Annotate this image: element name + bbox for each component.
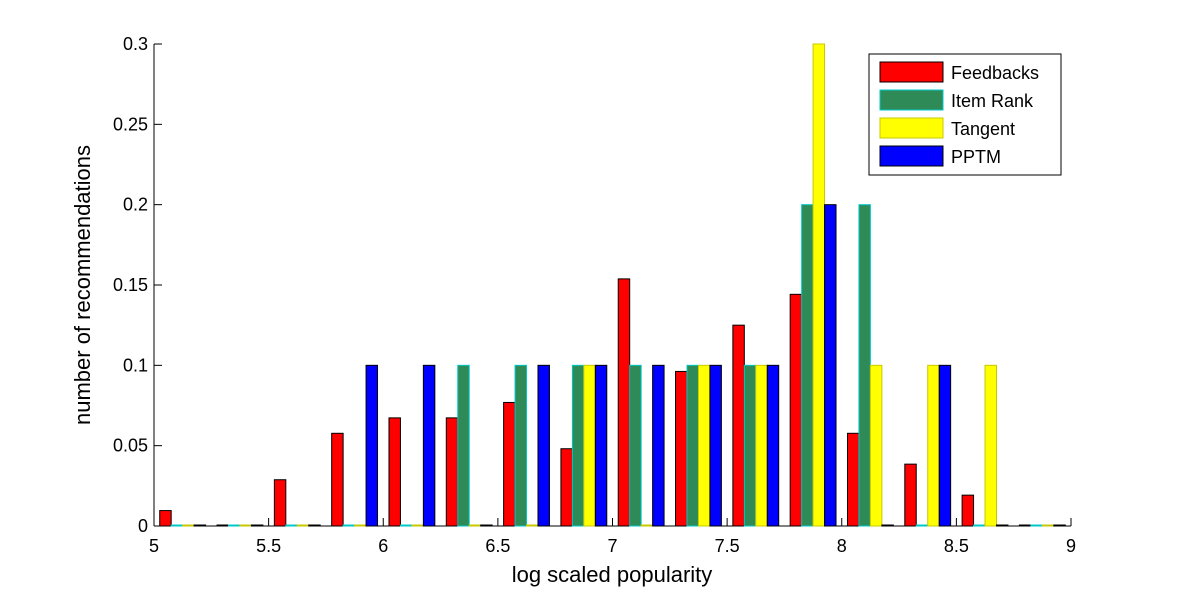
- bar-pptm-3: [365, 364, 379, 527]
- x-tick-label: 6: [378, 536, 388, 556]
- x-tick-label: 8: [837, 536, 847, 556]
- bar-feedbacks-8: [617, 278, 631, 527]
- bar-feedbacks-4: [388, 417, 401, 527]
- bar-tangent-14: [984, 364, 997, 527]
- bar-pptm-5: [480, 524, 493, 527]
- bar-item-rank-12: [858, 204, 871, 527]
- legend-label-item-rank: Item Rank: [951, 91, 1034, 111]
- bar-tangent-3: [354, 524, 367, 527]
- bar-feedbacks-1: [216, 524, 229, 527]
- bar-tangent-9: [697, 364, 711, 527]
- bar-feedbacks-2: [273, 479, 287, 527]
- bar-item-rank-11: [801, 204, 814, 527]
- bar-tangent-8: [640, 524, 654, 527]
- bar-feedbacks-6: [503, 401, 516, 527]
- legend-swatch-tangent: [879, 117, 944, 139]
- bar-item-rank-0: [170, 524, 184, 527]
- legend-swatch-feedbacks: [879, 61, 944, 83]
- bar-item-rank-6: [514, 364, 528, 527]
- bar-item-rank-4: [399, 524, 413, 527]
- bar-pptm-13: [938, 364, 952, 527]
- bar-item-rank-8: [629, 364, 642, 527]
- bar-tangent-4: [411, 524, 424, 527]
- bar-feedbacks-13: [904, 463, 917, 527]
- bar-pptm-14: [995, 524, 1009, 527]
- legend-label-pptm: PPTM: [951, 147, 1001, 167]
- x-axis-title: log scaled popularity: [512, 562, 713, 587]
- bar-tangent-12: [869, 364, 883, 527]
- y-ticks: 0 0.05 0.1 0.15 0.2 0.25 0.3: [113, 34, 162, 536]
- bar-pptm-4: [422, 364, 436, 527]
- bar-pptm-11: [824, 204, 837, 527]
- bar-pptm-10: [766, 364, 780, 527]
- bar-pptm-6: [537, 364, 550, 527]
- bar-item-rank-2: [285, 524, 298, 527]
- x-ticks: 5 5.5 6 6.5 7 7.5 8 8.5 9: [149, 518, 1076, 556]
- y-tick-label: 0: [138, 516, 148, 536]
- bar-tangent-11: [812, 43, 826, 527]
- bar-item-rank-1: [228, 524, 241, 527]
- legend-label-tangent: Tangent: [951, 119, 1015, 139]
- x-tick-label: 7.5: [715, 536, 740, 556]
- y-tick-label: 0.3: [123, 34, 148, 54]
- bar-tangent-13: [927, 364, 940, 527]
- legend-label-feedbacks: Feedbacks: [951, 63, 1039, 83]
- y-tick-label: 0.2: [123, 195, 148, 215]
- bar-tangent-10: [755, 364, 768, 527]
- legend: Feedbacks Item Rank Tangent PPTM: [868, 53, 1062, 176]
- bar-tangent-5: [468, 524, 482, 527]
- bar-feedbacks-10: [732, 324, 745, 527]
- bars: [159, 43, 1066, 527]
- y-tick-label: 0.1: [123, 355, 148, 375]
- bar-item-rank-5: [457, 364, 470, 527]
- bar-item-rank-14: [973, 524, 986, 527]
- bar-pptm-7: [594, 364, 608, 527]
- x-tick-label: 7: [607, 536, 617, 556]
- legend-swatch-item-rank: [879, 89, 944, 111]
- bar-tangent-6: [526, 524, 539, 527]
- bar-feedbacks-5: [445, 417, 459, 527]
- bar-tangent-2: [296, 524, 310, 527]
- x-tick-label: 5.5: [256, 536, 281, 556]
- bar-feedbacks-11: [789, 293, 803, 527]
- bar-tangent-15: [1041, 524, 1055, 527]
- legend-swatch-pptm: [879, 145, 944, 167]
- bar-item-rank-15: [1030, 524, 1043, 527]
- bar-tangent-0: [182, 524, 195, 527]
- x-tick-label: 8.5: [944, 536, 969, 556]
- bar-pptm-0: [193, 524, 207, 527]
- bar-tangent-1: [239, 524, 252, 527]
- bar-feedbacks-9: [675, 370, 688, 527]
- bar-tangent-7: [583, 364, 596, 527]
- bar-feedbacks-7: [560, 448, 573, 527]
- x-tick-label: 5: [149, 536, 159, 556]
- bar-item-rank-13: [915, 524, 929, 527]
- y-tick-label: 0.25: [113, 114, 148, 134]
- bar-feedbacks-0: [159, 510, 172, 527]
- bar-feedbacks-12: [846, 432, 860, 527]
- y-tick-label: 0.15: [113, 275, 148, 295]
- bar-item-rank-10: [743, 364, 757, 527]
- bar-pptm-9: [709, 364, 722, 527]
- y-axis-title: number of recommendations: [70, 145, 95, 425]
- bar-pptm-15: [1053, 524, 1066, 527]
- bar-feedbacks-15: [1018, 524, 1032, 527]
- bar-feedbacks-14: [961, 494, 975, 527]
- bar-pptm-2: [308, 524, 321, 527]
- bar-feedbacks-3: [331, 432, 344, 527]
- bar-item-rank-3: [342, 524, 356, 527]
- bar-pptm-8: [652, 364, 665, 527]
- bar-item-rank-9: [686, 364, 699, 527]
- y-tick-label: 0.05: [113, 436, 148, 456]
- x-tick-label: 6.5: [485, 536, 510, 556]
- bar-pptm-1: [250, 524, 264, 527]
- bar-pptm-12: [881, 524, 894, 527]
- bar-item-rank-7: [571, 364, 585, 527]
- x-tick-label: 9: [1066, 536, 1076, 556]
